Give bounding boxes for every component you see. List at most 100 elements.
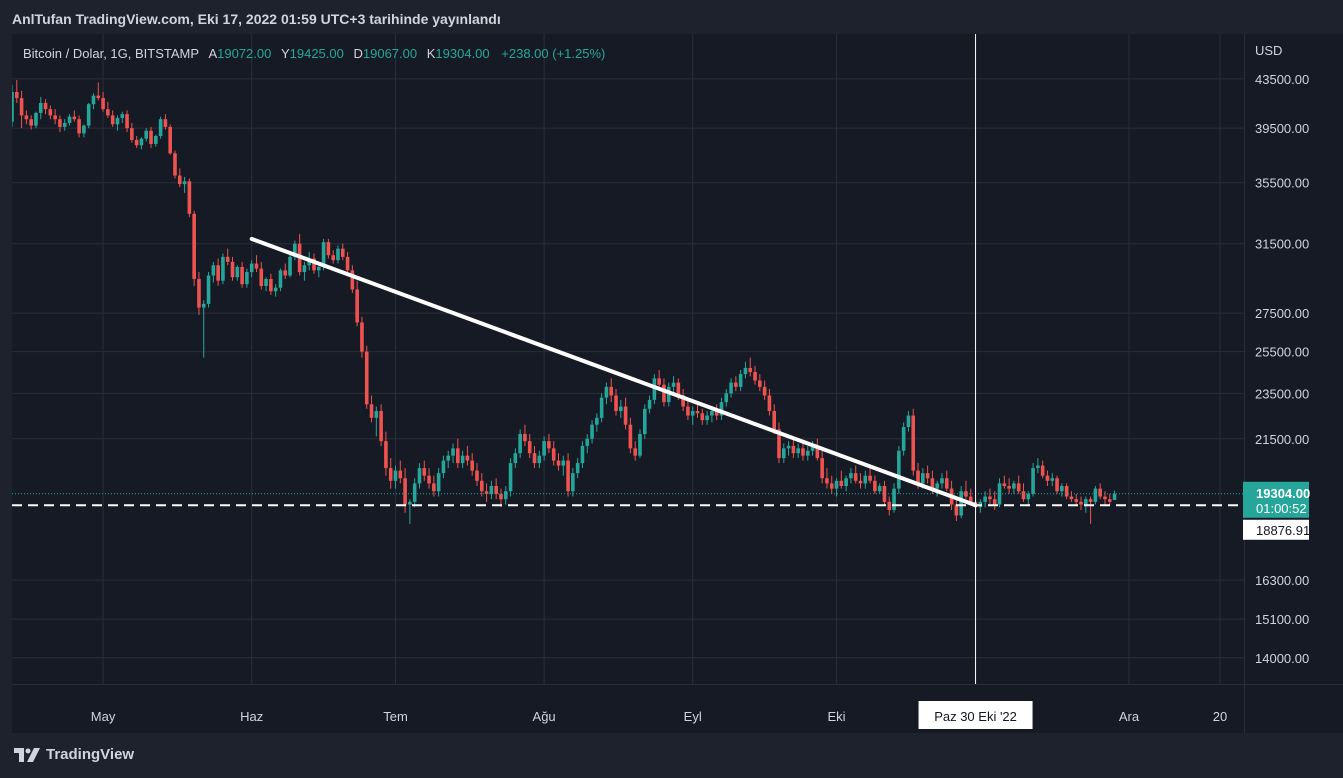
candle <box>225 248 230 266</box>
candle <box>470 453 475 476</box>
candle-body <box>355 289 359 323</box>
candle-body <box>897 450 901 489</box>
candle-body <box>666 386 671 403</box>
candle <box>388 458 393 489</box>
candle-body <box>340 248 345 257</box>
candle <box>834 478 839 497</box>
chart-panel[interactable]: USD 43500.00 39500.00 35500.00 31500.00 27500… <box>12 34 1343 733</box>
footer-brand-text: TradingView <box>46 746 135 763</box>
candle-body <box>441 460 446 474</box>
candle <box>101 91 105 112</box>
candle-body <box>1084 499 1088 505</box>
candle-body <box>700 413 705 421</box>
candlestick-chart[interactable]: USD 43500.00 39500.00 35500.00 31500.00 27500… <box>12 34 1343 733</box>
candle-body <box>858 480 863 484</box>
candle <box>1098 483 1102 500</box>
candle <box>1069 491 1074 502</box>
candle <box>24 110 29 125</box>
candle <box>1002 475 1007 489</box>
candle <box>638 429 642 459</box>
tradingview-footer[interactable]: TradingView <box>14 746 134 763</box>
candle <box>925 465 930 484</box>
candle <box>379 404 383 446</box>
candle-body <box>585 438 590 446</box>
candle-body <box>551 448 556 461</box>
candle <box>245 268 249 288</box>
candle-body <box>805 450 810 456</box>
candle-body <box>882 485 887 502</box>
candle-body <box>34 112 38 126</box>
crosshair-date-badge <box>918 701 1033 729</box>
candle-body <box>58 119 62 127</box>
candle-body <box>1112 493 1117 500</box>
candle-body <box>724 393 729 403</box>
candle-body <box>686 406 690 416</box>
candle <box>206 272 211 308</box>
candle <box>417 463 422 489</box>
candle <box>551 441 556 466</box>
candle <box>1045 470 1050 486</box>
candle <box>1007 478 1011 494</box>
candle <box>940 473 944 489</box>
price-tick-label: 39500.00 <box>1255 121 1309 136</box>
candle <box>441 455 446 479</box>
candle-body <box>177 175 182 185</box>
candle <box>887 496 892 516</box>
candle-body <box>149 130 153 144</box>
candle-body <box>259 268 264 286</box>
candle <box>710 408 714 423</box>
candle-body <box>599 397 604 418</box>
candle-body <box>968 496 973 502</box>
candle-body <box>762 386 767 396</box>
candle-body <box>566 460 570 492</box>
candle-body <box>1088 499 1093 502</box>
candle <box>249 260 254 278</box>
candle <box>62 119 67 131</box>
candle-body <box>173 153 177 176</box>
candle-body <box>14 91 19 99</box>
candle-body <box>571 473 575 492</box>
candle <box>671 376 676 394</box>
candle-body <box>312 258 316 271</box>
candle <box>647 395 652 414</box>
candle-body <box>470 460 475 471</box>
candle <box>350 265 355 294</box>
candle <box>499 488 503 508</box>
candle-body <box>331 255 335 261</box>
candle <box>374 406 379 437</box>
price-tick-label: 27500.00 <box>1255 306 1309 321</box>
candle <box>96 82 101 101</box>
candle-body <box>719 402 724 416</box>
candle-body <box>283 270 288 276</box>
candle-body <box>657 378 661 385</box>
candle <box>187 178 192 217</box>
candle-body <box>734 382 738 387</box>
candle <box>657 369 661 390</box>
candle-body <box>772 411 777 430</box>
candle <box>849 468 853 484</box>
candle <box>571 468 575 497</box>
candle <box>163 114 168 130</box>
candle <box>997 478 1002 508</box>
candle-body <box>992 499 997 505</box>
candle <box>48 105 53 120</box>
candle <box>844 475 848 492</box>
candle <box>494 478 498 500</box>
candle-body <box>791 445 796 454</box>
candle <box>1055 475 1059 494</box>
candle-body <box>125 114 129 129</box>
candle-body <box>542 441 546 456</box>
candle-body <box>456 448 460 464</box>
candle <box>877 483 882 494</box>
price-tick-label: 35500.00 <box>1255 176 1309 191</box>
candle-body <box>1050 478 1055 481</box>
candle-body <box>925 473 930 479</box>
candle <box>619 399 623 418</box>
candle <box>633 441 637 461</box>
candle-body <box>1055 478 1059 492</box>
candle-body <box>187 181 192 214</box>
candle-body <box>575 463 580 474</box>
legend-open-label: A <box>208 46 218 61</box>
price-tick-label: 16300.00 <box>1255 573 1309 588</box>
candle <box>729 378 733 398</box>
